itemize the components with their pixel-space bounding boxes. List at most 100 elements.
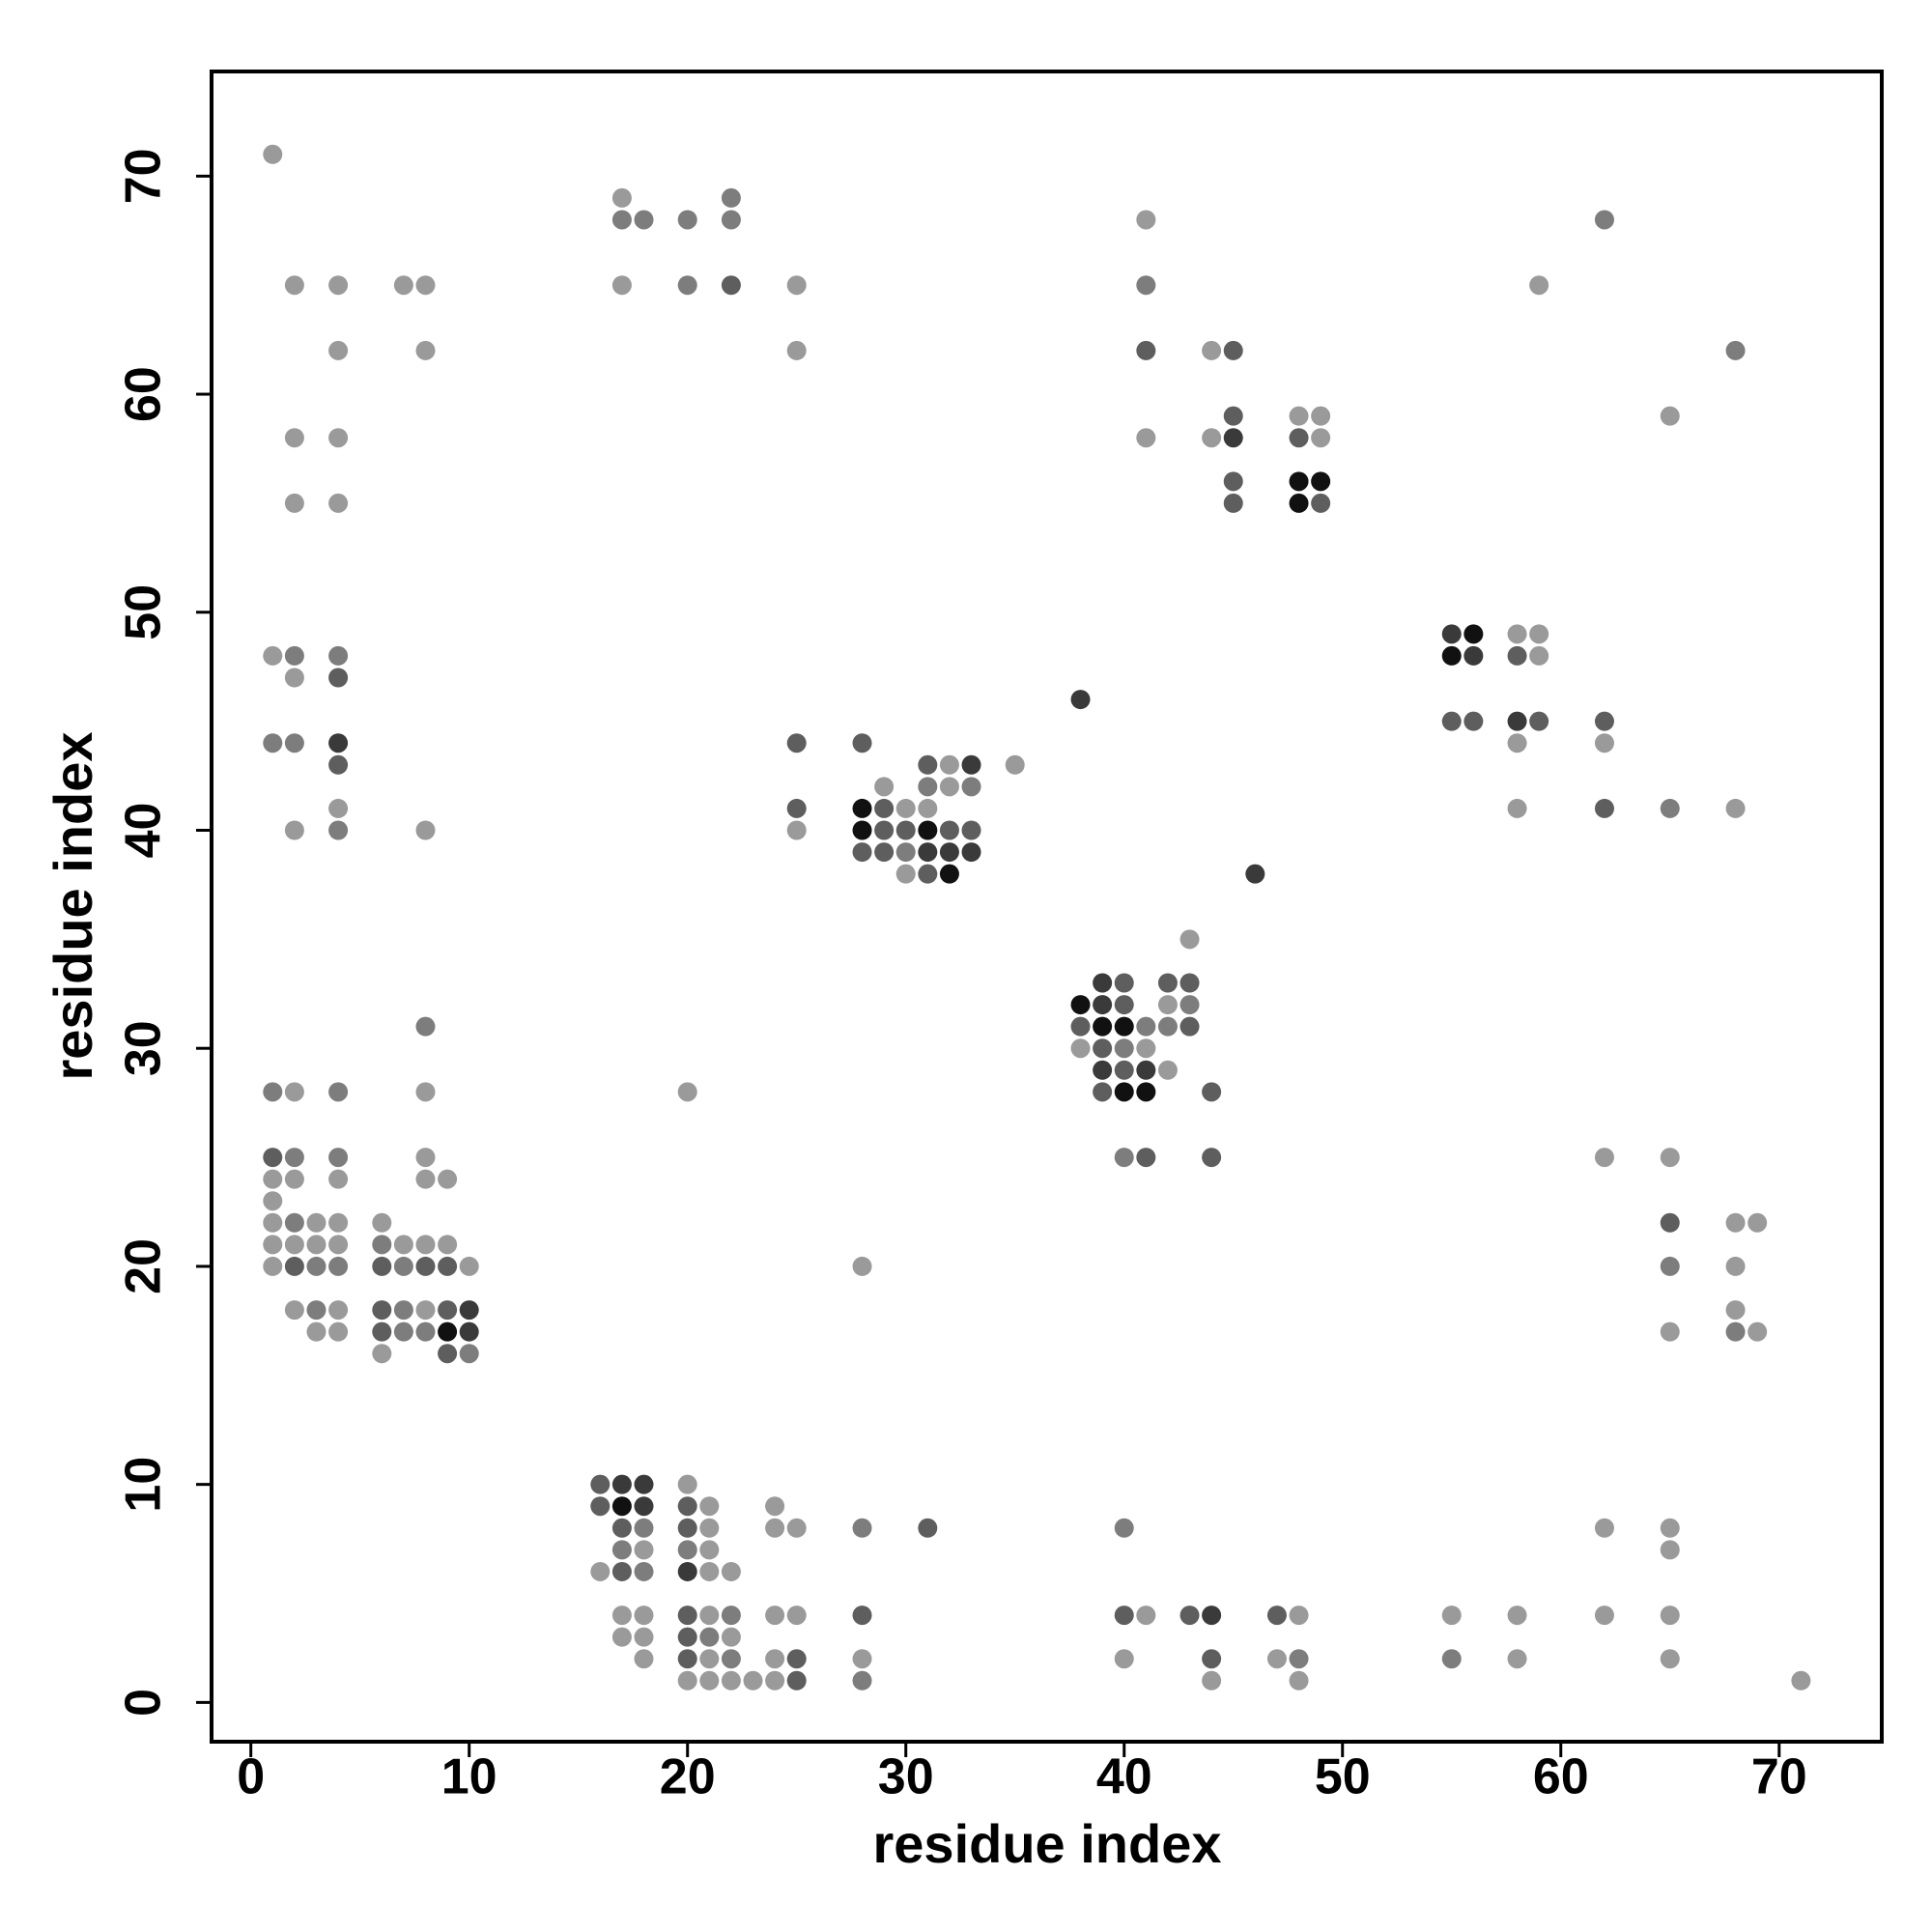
contact-point — [306, 1321, 327, 1342]
contact-point — [611, 1474, 632, 1494]
contact-point — [1725, 1300, 1746, 1321]
contact-point — [1441, 645, 1462, 666]
contact-point — [961, 777, 981, 797]
contact-point — [415, 1169, 436, 1189]
contact-point — [677, 1627, 697, 1647]
contact-point — [1441, 1649, 1462, 1669]
contact-point — [284, 1235, 304, 1255]
plot-frame — [210, 70, 1884, 1744]
contact-point — [263, 1148, 283, 1168]
contact-point — [1114, 1082, 1134, 1102]
contact-point — [721, 275, 741, 296]
contact-point — [1507, 733, 1527, 753]
x-axis-label: residue index — [872, 1813, 1221, 1874]
contact-point — [1266, 1605, 1287, 1626]
contact-point — [438, 1321, 458, 1342]
contact-point — [699, 1627, 720, 1647]
contact-point — [1157, 1016, 1178, 1037]
contact-point — [786, 733, 807, 753]
contact-point — [1289, 1605, 1309, 1626]
contact-point — [415, 1235, 436, 1255]
contact-point — [1179, 929, 1200, 950]
contact-point — [765, 1496, 785, 1517]
contact-point — [1725, 798, 1746, 818]
contact-point — [1660, 1321, 1680, 1342]
contact-point — [1114, 1518, 1134, 1538]
contact-point — [1202, 428, 1222, 448]
contact-point — [765, 1605, 785, 1626]
contact-point — [1202, 1082, 1222, 1102]
contact-point — [328, 1235, 349, 1255]
contact-point — [611, 1540, 632, 1560]
contact-point — [786, 275, 807, 296]
contact-point — [284, 733, 304, 753]
contact-point — [677, 1082, 697, 1102]
contact-point — [1093, 995, 1113, 1015]
contact-point — [263, 733, 283, 753]
contact-point — [1289, 1649, 1309, 1669]
contact-point — [1093, 1038, 1113, 1059]
contact-point — [786, 798, 807, 818]
contact-point — [1289, 471, 1309, 492]
contact-point — [1289, 1670, 1309, 1690]
contact-point — [1507, 1649, 1527, 1669]
contact-point — [284, 820, 304, 840]
contact-point — [328, 1212, 349, 1233]
contact-point — [895, 864, 916, 884]
contact-point — [677, 210, 697, 230]
contact-point — [1747, 1212, 1768, 1233]
contact-point — [328, 428, 349, 448]
contact-point — [459, 1256, 479, 1276]
contact-point — [1136, 1148, 1156, 1168]
contact-point — [1660, 798, 1680, 818]
contact-point — [306, 1235, 327, 1255]
contact-point — [1202, 340, 1222, 360]
contact-point — [918, 842, 938, 863]
contact-point — [284, 1300, 304, 1321]
contact-point — [1114, 1060, 1134, 1080]
contact-point — [306, 1256, 327, 1276]
contact-point — [786, 820, 807, 840]
contact-point — [415, 275, 436, 296]
contact-point — [1157, 1060, 1178, 1080]
contact-point — [393, 1300, 413, 1321]
contact-point — [415, 820, 436, 840]
contact-point — [372, 1212, 392, 1233]
contact-point — [1202, 1605, 1222, 1626]
contact-point — [1202, 1148, 1222, 1168]
contact-point — [918, 820, 938, 840]
contact-point — [284, 493, 304, 513]
contact-point — [328, 1148, 349, 1168]
contact-point — [1463, 711, 1484, 731]
contact-point — [634, 1649, 654, 1669]
contact-point — [1594, 1518, 1614, 1538]
contact-point — [1005, 754, 1025, 775]
contact-point — [328, 340, 349, 360]
contact-point — [1223, 340, 1243, 360]
contact-point — [438, 1300, 458, 1321]
contact-point — [1747, 1321, 1768, 1342]
contact-point — [263, 645, 283, 666]
contact-point — [677, 1605, 697, 1626]
contact-point — [1594, 1605, 1614, 1626]
contact-point — [372, 1235, 392, 1255]
y-tick-label: 60 — [116, 366, 172, 422]
contact-point — [721, 187, 741, 208]
contact-point — [611, 1518, 632, 1538]
contact-point — [284, 1212, 304, 1233]
contact-point — [393, 1321, 413, 1342]
contact-point — [699, 1518, 720, 1538]
contact-point — [1529, 275, 1549, 296]
contact-point — [874, 842, 895, 863]
contact-point — [721, 1649, 741, 1669]
contact-point — [328, 1256, 349, 1276]
y-tick-label: 50 — [116, 584, 172, 640]
contact-point — [743, 1670, 763, 1690]
contact-point — [677, 1474, 697, 1494]
contact-point — [263, 144, 283, 164]
contact-point — [918, 1518, 938, 1538]
contact-point — [634, 1518, 654, 1538]
contact-point — [721, 1561, 741, 1581]
contact-point — [1223, 493, 1243, 513]
contact-point — [438, 1235, 458, 1255]
